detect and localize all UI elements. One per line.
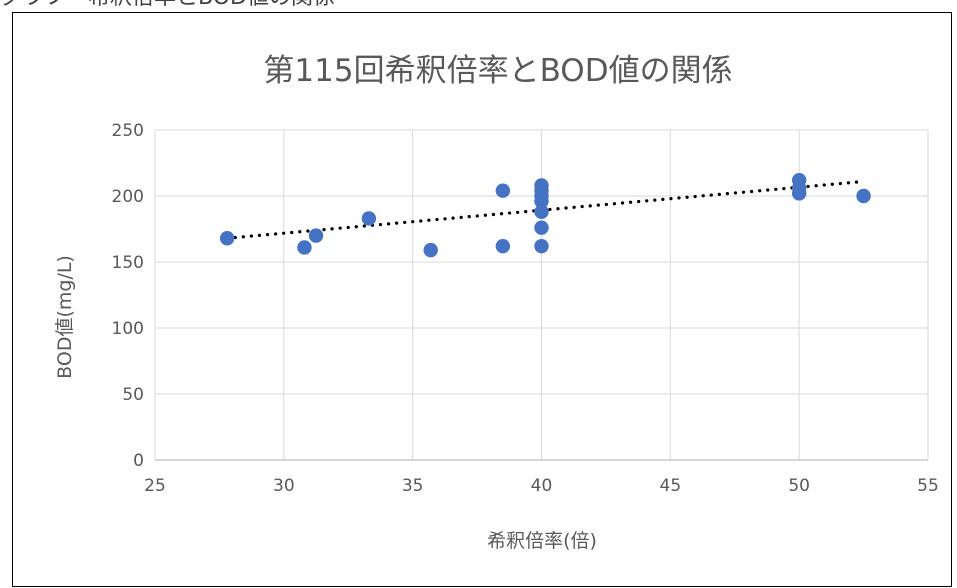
y-tick-label: 100 xyxy=(112,319,144,339)
x-tick-label: 25 xyxy=(144,476,166,496)
x-tick-label: 50 xyxy=(788,476,810,496)
chart-area[interactable]: 第115回希釈倍率とBOD値の関係 25 30 35 40 45 50 55 0 50 100 15… xyxy=(12,12,952,587)
data-point xyxy=(534,194,549,209)
data-points xyxy=(219,172,871,258)
x-axis-label: 希釈倍率(倍) xyxy=(487,530,597,552)
data-point xyxy=(361,211,377,226)
data-point xyxy=(791,186,807,201)
data-point xyxy=(219,231,235,246)
y-tick-label: 0 xyxy=(133,451,144,471)
y-axis-label: BOD値(mg/L) xyxy=(54,255,76,379)
data-point xyxy=(534,238,549,254)
y-tick-label: 150 xyxy=(112,253,144,273)
data-point xyxy=(534,220,549,235)
tick-labels: 25 30 35 40 45 50 55 0 50 100 150 200 250 xyxy=(112,121,939,496)
chart-title: 第115回希釈倍率とBOD値の関係 xyxy=(263,53,732,89)
data-point xyxy=(308,228,324,243)
y-tick-label: 250 xyxy=(112,121,144,141)
x-tick-label: 45 xyxy=(660,476,682,496)
data-point xyxy=(495,238,511,254)
x-tick-label: 55 xyxy=(917,476,939,496)
caption-fragment: グラフ 希釈倍率とBOD値の関係 xyxy=(0,0,957,8)
data-point xyxy=(856,188,871,204)
x-tick-label: 35 xyxy=(402,476,424,496)
x-tick-label: 30 xyxy=(273,476,295,496)
trendline-layer xyxy=(225,179,866,240)
y-tick-label: 200 xyxy=(112,187,144,207)
data-point xyxy=(534,204,549,220)
trendline xyxy=(225,179,866,240)
y-tick-label: 50 xyxy=(122,385,144,405)
data-point xyxy=(423,242,438,258)
data-point xyxy=(495,183,511,198)
scatter-chart: 第115回希釈倍率とBOD値の関係 25 30 35 40 45 50 55 0 50 100 15… xyxy=(54,53,939,552)
data-point xyxy=(297,240,312,255)
x-tick-label: 40 xyxy=(531,476,553,496)
